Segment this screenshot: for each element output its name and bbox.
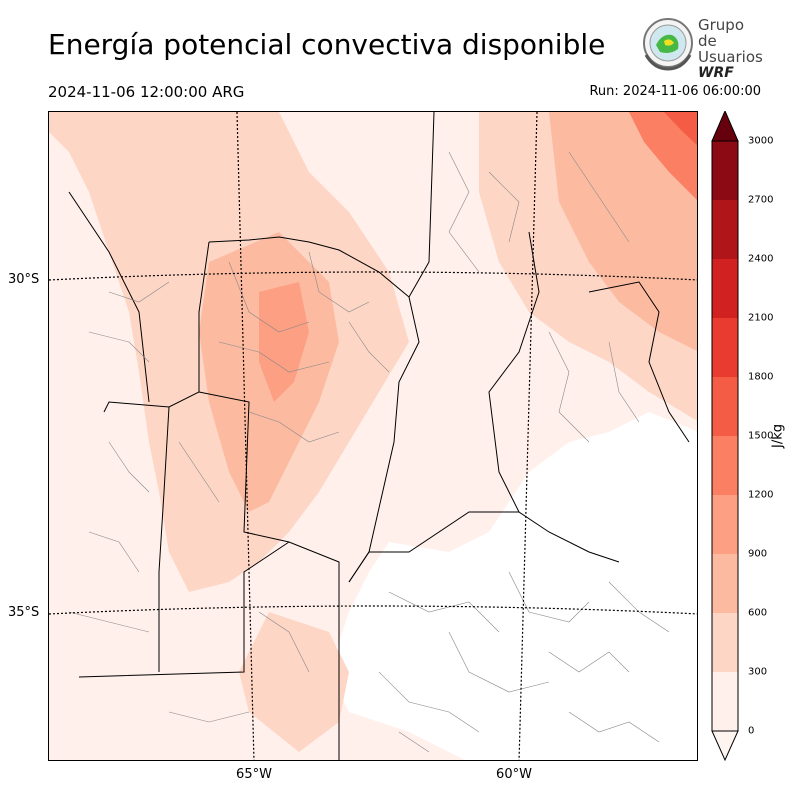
cape-map xyxy=(48,111,698,761)
colorbar-tick-label: 2400 xyxy=(748,253,774,265)
logo-line1: Grupo de xyxy=(698,16,744,50)
colorbar-tick-label: 1800 xyxy=(748,371,774,383)
valid-time: 2024-11-06 12:00:00 ARG xyxy=(48,83,245,101)
colorbar-segment xyxy=(712,200,738,259)
border-river-east xyxy=(588,281,690,443)
colorbar-segment xyxy=(712,377,738,436)
colorbar-segment xyxy=(712,436,738,495)
colorbar xyxy=(711,111,739,761)
lat-label-30s: 30°S xyxy=(8,272,40,287)
lat-label-35s: 35°S xyxy=(8,605,40,620)
colorbar-unit: J/kg xyxy=(770,424,786,448)
border-sanluis xyxy=(158,406,170,672)
colorbar-segment xyxy=(712,554,738,613)
colorbar-tick-label: 2100 xyxy=(748,312,774,324)
lon-label-60w: 60°W xyxy=(496,767,532,782)
cape-shading xyxy=(49,112,697,760)
colorbar-segment xyxy=(712,259,738,318)
border-cordoba-west xyxy=(103,241,210,413)
cape-field-1500-1800 xyxy=(664,112,697,146)
colorbar-segment xyxy=(712,672,738,731)
parallel-30s xyxy=(49,271,697,281)
province-borders xyxy=(68,112,690,760)
colorbar-tick-label: 1200 xyxy=(748,489,774,501)
graticule xyxy=(49,112,697,760)
border-santafe-east xyxy=(408,112,435,298)
logo-line2: Usuarios xyxy=(698,48,763,66)
map-canvas xyxy=(49,112,697,760)
border-entrerios xyxy=(488,231,620,563)
meridian-65w xyxy=(236,112,255,760)
lon-label-65w: 65°W xyxy=(236,767,272,782)
colorbar-extend-bottom xyxy=(711,730,739,761)
border-lapampa-north xyxy=(78,541,290,678)
colorbar-frame xyxy=(711,140,739,732)
logo-emblem-icon xyxy=(643,18,693,71)
colorbar-extend-top xyxy=(711,111,739,142)
cape-field-600-900-northeast xyxy=(549,112,697,351)
colorbar-segment xyxy=(712,495,738,554)
cape-field-300-600-south xyxy=(239,612,349,752)
department-lines xyxy=(68,151,670,753)
colorbar-tick-label: 0 xyxy=(748,725,755,737)
cape-field-1200-1500 xyxy=(629,112,697,200)
run-time: Run: 2024-11-06 06:00:00 xyxy=(589,84,761,99)
colorbar-tick-label: 3000 xyxy=(748,135,774,147)
colorbar-tick-label: 1500 xyxy=(748,430,774,442)
parallel-35s xyxy=(49,605,697,615)
border-buenos-aires-north xyxy=(348,511,519,583)
border-santiago-cordoba xyxy=(208,236,410,298)
colorbar-tick-label: 900 xyxy=(748,548,768,560)
colorbar-tick-label: 600 xyxy=(748,607,768,619)
cape-field-900-1200 xyxy=(259,282,309,402)
logo-line3: WRF xyxy=(698,65,734,81)
colorbar-segments xyxy=(712,141,738,731)
colorbar-segment xyxy=(712,318,738,377)
colorbar-tick-label: 2700 xyxy=(748,194,774,206)
map-title: Energía potencial convectiva disponible xyxy=(48,28,606,61)
meridian-60w xyxy=(518,112,538,760)
colorbar-segment xyxy=(712,613,738,672)
colorbar-tick-label: 300 xyxy=(748,666,768,678)
wrf-users-logo: Grupo de Usuarios WRF xyxy=(640,15,763,81)
colorbar-segment xyxy=(712,141,738,200)
